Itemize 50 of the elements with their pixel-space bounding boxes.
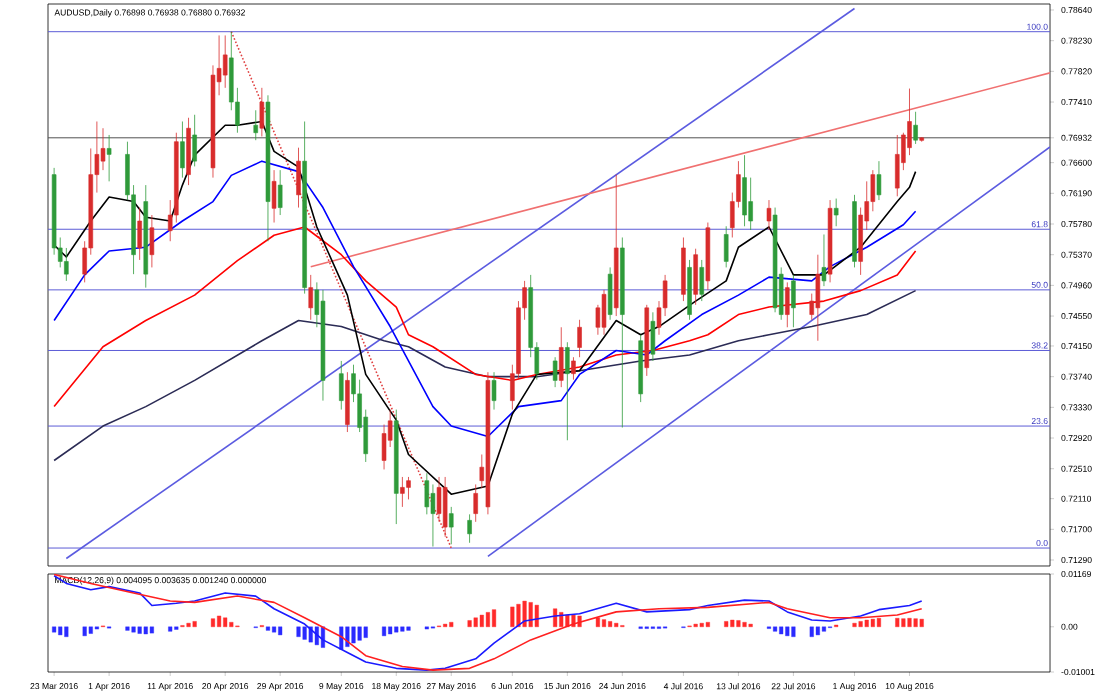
candlestick [913, 111, 918, 145]
candlestick [723, 225, 729, 268]
candlestick [693, 248, 698, 306]
line-series [53, 160, 917, 438]
candlestick [442, 476, 448, 538]
candlestick [565, 341, 570, 441]
candlestick [222, 35, 228, 89]
candlestick [296, 147, 301, 208]
candlestick [186, 117, 191, 186]
candlestick [833, 198, 839, 227]
candlestick [650, 311, 656, 362]
candlestick [106, 134, 112, 182]
candlestick [699, 259, 705, 302]
candlestick [558, 326, 564, 388]
candlestick [491, 371, 497, 410]
candlestick [339, 360, 344, 410]
candlestick [180, 121, 185, 179]
candlestick [449, 506, 454, 545]
line-series [53, 289, 917, 462]
candlestick [406, 476, 411, 500]
candlestick [253, 109, 258, 141]
candlestick [601, 289, 607, 336]
candlestick [687, 259, 692, 321]
candlestick [277, 169, 283, 216]
candlestick [571, 356, 576, 381]
candlestick [467, 513, 472, 544]
candlestick [345, 371, 350, 433]
candlestick [791, 274, 796, 328]
candlestick [149, 214, 155, 268]
candlestick [742, 154, 747, 227]
candlestick [192, 114, 197, 167]
candlestick [259, 87, 265, 137]
candlestick [821, 234, 827, 287]
candlestick [681, 237, 686, 302]
candlestick [400, 476, 405, 508]
candlestick [137, 207, 142, 261]
candlestick [473, 484, 478, 523]
candlestick [308, 274, 313, 321]
candlestick [815, 254, 821, 342]
candlestick [607, 267, 613, 321]
line-series [53, 574, 923, 671]
candlestick [552, 356, 558, 388]
candlestick [271, 169, 277, 223]
candlestick [876, 160, 882, 201]
candlestick [766, 199, 772, 231]
line-series [53, 226, 917, 408]
candlestick [436, 476, 442, 523]
candlestick [895, 134, 900, 197]
candlestick [785, 281, 790, 328]
candlestick [577, 319, 582, 358]
